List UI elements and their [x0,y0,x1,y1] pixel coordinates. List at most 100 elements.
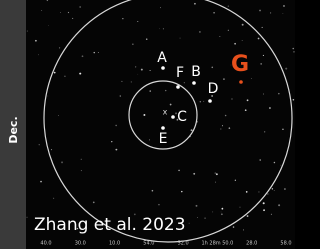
star [270,12,271,13]
star [27,31,28,32]
star [293,99,295,101]
marker-dot [239,80,243,84]
star [269,107,271,109]
star [47,96,48,97]
star [203,101,204,102]
star [222,207,223,208]
star [259,10,261,12]
star [191,129,193,131]
star [229,127,231,129]
x-tick-label: 58.0 [280,241,291,247]
star [59,47,60,48]
star [225,115,227,117]
x-tick-label: 30.0 [75,241,86,247]
star [263,202,265,204]
star [283,5,285,7]
star [234,43,236,45]
star [267,193,268,194]
star [115,149,117,151]
star [163,28,164,29]
star [232,99,233,100]
star [120,95,121,96]
marker-label: A [157,50,167,66]
star [194,3,196,5]
star [193,173,195,175]
star [60,12,61,13]
star [160,7,161,8]
star [150,70,151,71]
star [180,38,181,39]
star [82,55,84,57]
star [165,90,166,91]
star [243,230,244,231]
star [233,226,235,228]
star [197,217,198,218]
star [93,202,95,204]
star [48,25,49,26]
marker-dot [171,115,175,119]
star [216,173,218,175]
star [137,21,138,22]
marker-label: E [159,131,168,147]
marker-label: C [177,109,187,125]
star [271,214,272,215]
axis-label: Dec. [7,116,20,143]
star [228,30,229,31]
x-tick-label: 52.0 [178,241,189,247]
star [221,212,222,213]
star [245,109,247,111]
star [181,191,182,192]
star [39,144,40,145]
star [81,170,82,171]
star [143,114,145,116]
star [137,74,138,75]
star [272,188,273,189]
star [221,208,223,210]
marker-dot [161,66,165,70]
star [196,205,198,207]
star [258,38,260,40]
star [131,81,132,82]
center-marker: x [163,108,168,117]
star [242,24,244,26]
star [35,40,37,42]
star [263,94,264,95]
star [135,66,136,67]
marker-dot [176,85,180,89]
star [54,72,56,74]
marker-label: B [191,64,201,80]
star [215,172,216,173]
star [293,51,294,52]
star [246,191,248,193]
star [219,36,220,37]
star [178,170,180,172]
star [280,165,281,166]
star [38,54,39,55]
star [285,68,287,70]
star [260,159,261,160]
marker-label: D [208,81,219,97]
star [58,115,59,116]
marker-label: F [176,65,184,81]
star [258,192,259,193]
star [68,12,69,13]
star [282,129,283,130]
star [215,182,216,183]
star [220,129,221,130]
star [263,209,265,211]
star [264,131,265,132]
star [158,204,160,206]
star [40,181,42,183]
star [152,190,154,192]
x-tick-label: 10.0 [109,241,120,247]
star [247,99,249,101]
star [240,207,241,208]
star [292,48,294,49]
star [222,125,223,126]
marker-dot [192,81,196,85]
star [115,125,116,126]
star [132,44,133,45]
star [79,73,81,75]
star [80,6,81,7]
